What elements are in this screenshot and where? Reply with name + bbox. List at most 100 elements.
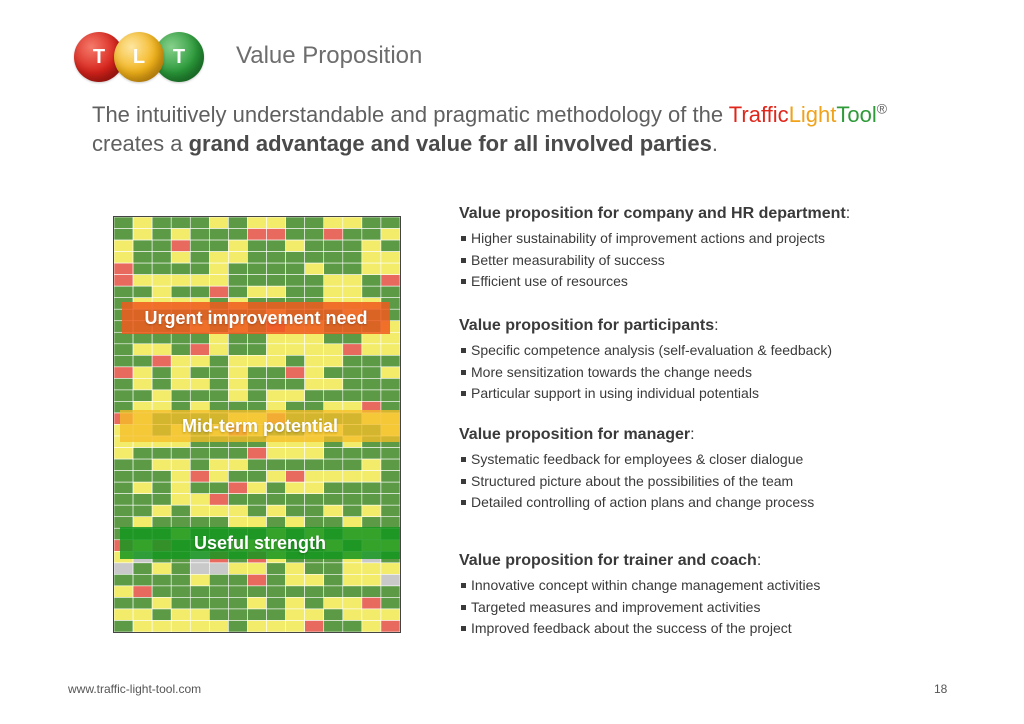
heatmap-cell [323, 378, 344, 391]
heatmap-cell [170, 389, 191, 402]
heatmap-cell [228, 331, 248, 345]
heatmap-cell [361, 343, 382, 356]
heatmap-cell [228, 574, 248, 587]
heatmap-cell [361, 389, 382, 402]
heatmap-cell [228, 458, 248, 471]
heatmap-cell [304, 217, 325, 229]
heatmap-cell [228, 585, 248, 598]
heatmap-cell [285, 343, 305, 356]
heatmap-cell [151, 228, 172, 241]
heatmap-cell [247, 562, 267, 575]
heatmap-cell [228, 251, 248, 264]
heatmap-cell [132, 493, 153, 506]
heatmap-cell [342, 343, 363, 356]
heatmap-cell [361, 493, 382, 506]
heatmap-cell [380, 620, 400, 632]
heatmap-cell [114, 217, 134, 229]
vp-manager: Value proposition for manager: Systemati… [459, 426, 979, 514]
heatmap-cell [209, 493, 229, 506]
heatmap-cell [361, 470, 382, 483]
heatmap-cell [285, 217, 305, 229]
heatmap-cell [304, 262, 325, 275]
heatmap-cell [228, 228, 248, 241]
heatmap-cell [285, 458, 305, 471]
heatmap-cell [189, 343, 210, 356]
heatmap-cell [266, 217, 286, 229]
heatmap-cell [170, 585, 191, 598]
vp-trainer-coach: Value proposition for trainer and coach:… [459, 552, 979, 640]
heatmap-cell [170, 504, 191, 518]
band-useful-strength: Useful strength [120, 527, 400, 559]
heatmap-cell [189, 251, 210, 264]
brand-traffic: Traffic [728, 102, 789, 127]
heatmap-cell [380, 285, 400, 298]
heatmap-cell [209, 608, 229, 621]
heatmap-cell [266, 355, 286, 368]
intro-bold: grand advantage and value for all involv… [188, 131, 712, 156]
heatmap-cell [228, 217, 248, 229]
heatmap-cell [304, 251, 325, 264]
heatmap-cell [266, 562, 286, 575]
heatmap-cell [285, 331, 305, 345]
heatmap-cell [209, 355, 229, 368]
heatmap-cell [380, 343, 400, 356]
heatmap-cell [189, 608, 210, 621]
heatmap-cell [342, 470, 363, 483]
heatmap-cell [209, 331, 229, 345]
vp-company-hr: Value proposition for company and HR dep… [459, 205, 979, 293]
registered-mark: ® [876, 100, 888, 117]
vp-item: Targeted measures and improvement activi… [459, 597, 979, 619]
heatmap-cell [170, 262, 191, 275]
heatmap-cell [151, 470, 172, 483]
heatmap-cell [209, 217, 229, 229]
vp-item: Systematic feedback for employees & clos… [459, 449, 979, 471]
heatmap-cell [132, 574, 153, 587]
heatmap-cell [266, 458, 286, 471]
heatmap-cell [323, 262, 344, 275]
heatmap-cell [266, 585, 286, 598]
heatmap-cell [151, 378, 172, 391]
heatmap-cell [132, 274, 153, 287]
vp-heading-text: Value proposition for trainer and coach [459, 552, 757, 569]
heatmap-cell [304, 389, 325, 402]
heatmap-cell [266, 366, 286, 379]
heatmap-cell [228, 343, 248, 356]
heatmap-cell [132, 355, 153, 368]
heatmap-cell [380, 239, 400, 252]
heatmap-cell [132, 481, 153, 494]
heatmap-cell [151, 251, 172, 264]
heatmap-cell [247, 608, 267, 621]
heatmap-cell [151, 262, 172, 275]
heatmap-cell [285, 366, 305, 379]
heatmap-cell [342, 585, 363, 598]
heatmap-cell [361, 331, 382, 345]
vp-heading: Value proposition for trainer and coach: [459, 552, 762, 569]
heatmap-cell [132, 389, 153, 402]
heatmap-cell [285, 597, 305, 610]
heatmap-cell [189, 470, 210, 483]
brand-light: Light [788, 102, 837, 127]
heatmap-cell [304, 355, 325, 368]
heatmap-cell [247, 493, 267, 506]
heatmap-cell [209, 285, 229, 298]
heatmap-cell [170, 285, 191, 298]
heatmap-cell [342, 239, 363, 252]
heatmap-cell [266, 262, 286, 275]
intro-text-1: The intuitively understandable and pragm… [92, 102, 729, 127]
heatmap-cell [361, 366, 382, 379]
heatmap-cell [170, 378, 191, 391]
heatmap-cell [228, 470, 248, 483]
heatmap-cell [266, 597, 286, 610]
heatmap-cell [114, 228, 134, 241]
heatmap-cell [209, 481, 229, 494]
heatmap-cell [228, 447, 248, 460]
heatmap-cell [114, 378, 134, 391]
heatmap-cell [304, 504, 325, 518]
vp-participants: Value proposition for participants: Spec… [459, 317, 979, 405]
heatmap-cell [342, 458, 363, 471]
heatmap-cell [285, 470, 305, 483]
heatmap-cell [189, 620, 210, 632]
heatmap-cell [228, 274, 248, 287]
heatmap-cell [304, 493, 325, 506]
heatmap-cell [228, 493, 248, 506]
